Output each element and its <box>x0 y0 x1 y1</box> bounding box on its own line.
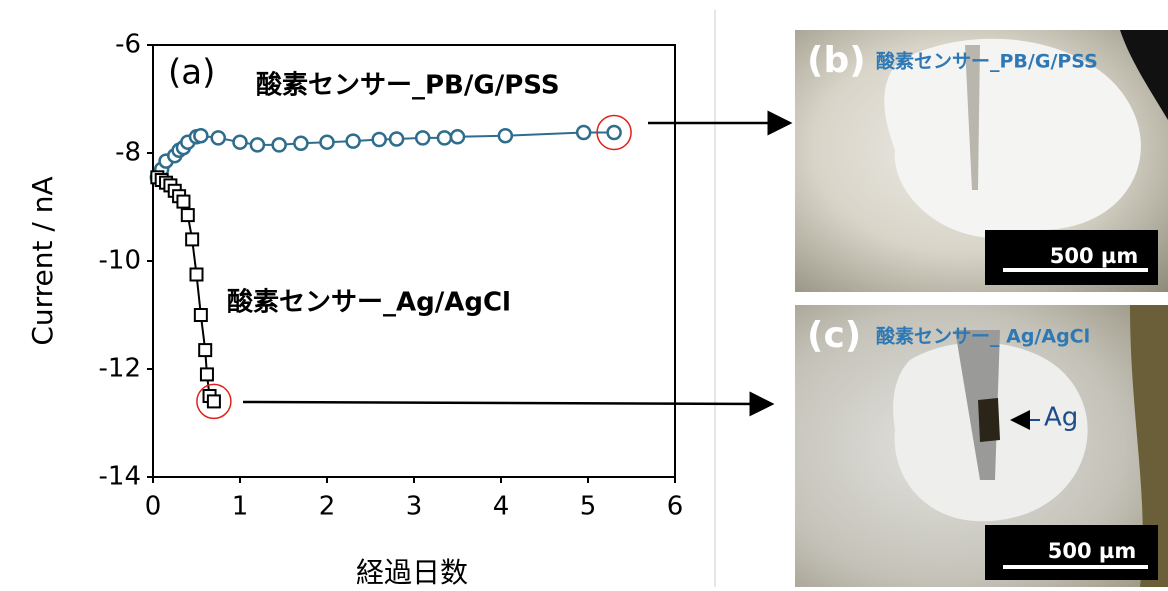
data-point <box>577 126 590 139</box>
arrow <box>243 402 772 404</box>
x-tick-label: 1 <box>232 492 249 522</box>
y-tick-label: -14 <box>99 462 141 492</box>
data-point <box>294 137 307 150</box>
x-tick-label: 5 <box>580 492 597 522</box>
data-point <box>201 368 213 380</box>
scale-label: 500 µm <box>1050 244 1138 268</box>
y-tick-label: -6 <box>115 30 141 60</box>
data-point <box>199 344 211 356</box>
x-tick-label: 6 <box>667 492 684 522</box>
y-axis-label: Current / nA <box>26 176 59 345</box>
data-point <box>438 131 451 144</box>
data-point <box>194 129 207 142</box>
data-point <box>273 138 286 151</box>
x-tick-label: 0 <box>145 492 162 522</box>
data-point <box>186 233 198 245</box>
data-point <box>347 135 360 148</box>
data-point <box>177 196 189 208</box>
data-point <box>321 136 334 149</box>
data-point <box>212 131 225 144</box>
x-tick-label: 4 <box>493 492 510 522</box>
panel-label: (b) <box>807 40 866 81</box>
y-tick-label: -8 <box>115 138 141 168</box>
data-point <box>390 132 403 145</box>
x-tick-label: 3 <box>406 492 423 522</box>
chart-annotation: (a) <box>168 53 215 93</box>
data-point <box>416 131 429 144</box>
data-point <box>499 129 512 142</box>
data-point <box>195 309 207 321</box>
x-tick-label: 2 <box>319 492 336 522</box>
panel-caption: 酸素センサー_PB/G/PSS <box>876 50 1098 73</box>
data-point <box>451 130 464 143</box>
scale-label: 500 µm <box>1048 539 1136 563</box>
photo-annotation: Ag <box>1044 403 1078 433</box>
y-tick-label: -12 <box>99 354 141 384</box>
panel-label: (c) <box>807 315 861 356</box>
panel-caption: 酸素センサー_ Ag/AgCl <box>876 325 1090 348</box>
series-label: 酸素センサー_Ag/AgCl <box>227 288 511 318</box>
data-point <box>191 269 203 281</box>
data-point <box>373 133 386 146</box>
data-point <box>182 209 194 221</box>
y-tick-label: -10 <box>99 246 141 276</box>
plot-frame <box>153 45 675 477</box>
data-point <box>608 126 621 139</box>
data-point <box>251 138 264 151</box>
data-point <box>234 136 247 149</box>
series-label: 酸素センサー_PB/G/PSS <box>256 71 560 101</box>
x-axis-label: 経過日数 <box>356 556 468 587</box>
data-point <box>208 395 220 407</box>
figure: (b) 酸素センサー_PB/G/PSS 500 µm (c) 酸素センサー_ A… <box>0 0 1168 587</box>
